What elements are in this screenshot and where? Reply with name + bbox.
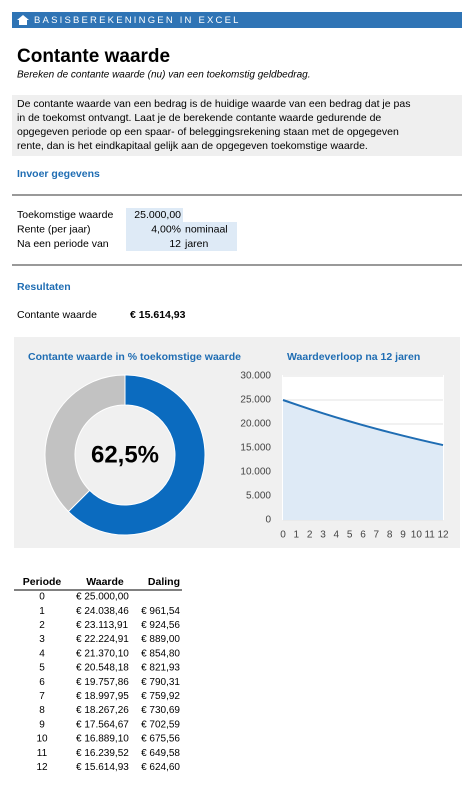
home-icon[interactable]	[17, 15, 29, 25]
description-line: De contante waarde van een bedrag is de …	[17, 98, 410, 110]
donut-segment	[44, 374, 126, 513]
table-cell: € 21.370,10	[76, 648, 129, 659]
x-tick-label: 2	[307, 530, 313, 541]
table-cell: 10	[36, 734, 48, 745]
table-cell: € 15.614,93	[76, 762, 129, 773]
input-unit: jaren	[184, 238, 209, 250]
table-cell: € 25.000,00	[76, 592, 129, 603]
table-cell: 2	[39, 620, 45, 631]
table-cell: 1	[39, 606, 45, 617]
table-cell: 0	[39, 592, 45, 603]
column-header: Periode	[23, 576, 62, 588]
donut-center-label: 62,5%	[91, 441, 159, 468]
table-cell: 8	[39, 705, 45, 716]
table-cell: € 759,92	[141, 691, 180, 702]
x-tick-label: 6	[360, 530, 366, 541]
y-tick-label: 30.000	[240, 371, 271, 382]
table-cell: € 730,69	[141, 705, 180, 716]
input-label: Na een periode van	[17, 238, 109, 250]
table-cell: 7	[39, 691, 45, 702]
input-label: Toekomstige waarde	[17, 209, 113, 221]
column-header: Waarde	[86, 576, 124, 588]
description-line: rente, dan is het eindkapitaal gelijk aa…	[17, 140, 368, 152]
table-cell: 12	[36, 762, 48, 773]
y-tick-label: 5.000	[246, 491, 271, 502]
table-cell: € 649,58	[141, 748, 180, 759]
description-box	[12, 95, 462, 156]
donut-segment	[67, 374, 206, 536]
result-value: € 15.614,93	[130, 309, 186, 321]
input-cell[interactable]	[126, 208, 183, 222]
x-tick-label: 12	[437, 530, 449, 541]
y-tick-label: 25.000	[240, 395, 271, 406]
input-value: 4,00%	[151, 223, 181, 235]
table-cell: € 22.224,91	[76, 634, 129, 645]
x-tick-label: 7	[374, 530, 380, 541]
x-tick-label: 11	[424, 530, 435, 541]
y-tick-label: 10.000	[240, 467, 271, 478]
table-cell: 4	[39, 648, 45, 659]
input-cell[interactable]	[126, 222, 237, 251]
table-cell: € 18.267,26	[76, 705, 129, 716]
title: Contante waarde	[17, 46, 170, 67]
table-cell: € 18.997,95	[76, 691, 129, 702]
input-value: 12	[169, 238, 181, 250]
x-tick-label: 9	[400, 530, 406, 541]
description-line: opgegeven periode op een spaar- of beleg…	[17, 126, 399, 138]
x-tick-label: 5	[347, 530, 353, 541]
x-tick-label: 3	[320, 530, 326, 541]
table-cell: 11	[37, 748, 48, 759]
table-cell: € 19.757,86	[76, 677, 129, 688]
table-cell: € 20.548,18	[76, 663, 129, 674]
y-tick-label: 15.000	[240, 443, 271, 454]
table-cell: € 23.113,91	[76, 620, 129, 631]
table-cell: 6	[39, 677, 45, 688]
table-cell: € 702,59	[141, 719, 180, 730]
result-label: Contante waarde	[17, 309, 97, 321]
banner	[12, 12, 462, 28]
table-cell: € 17.564,67	[76, 719, 129, 730]
input-unit: nominaal	[185, 223, 228, 235]
table-cell: € 821,93	[141, 663, 180, 674]
input-heading: Invoer gegevens	[17, 168, 100, 180]
line	[282, 399, 444, 447]
subtitle: Bereken de contante waarde (nu) van een …	[17, 70, 311, 81]
table-cell: € 924,56	[141, 620, 180, 631]
x-tick-label: 0	[280, 530, 286, 541]
chart-title: Waardeverloop na 12 jaren	[287, 351, 420, 363]
table-cell: € 624,60	[141, 762, 180, 773]
table-cell: € 889,00	[141, 634, 180, 645]
x-tick-label: 1	[294, 530, 300, 541]
table-cell: 3	[39, 634, 45, 645]
table-cell: € 24.038,46	[76, 606, 129, 617]
results-heading: Resultaten	[17, 281, 71, 293]
column-header: Daling	[148, 576, 180, 588]
table-cell: 9	[39, 719, 45, 730]
input-label: Rente (per jaar)	[17, 223, 91, 235]
description-line: in de toekomst ontvangt. Laat je de bere…	[17, 112, 381, 124]
area-fill	[283, 400, 443, 520]
x-tick-label: 4	[334, 530, 340, 541]
table-cell: € 16.239,52	[76, 748, 129, 759]
banner-text: BASISBEREKENINGEN IN EXCEL	[34, 15, 241, 26]
y-tick-label: 0	[265, 515, 271, 526]
x-tick-label: 10	[411, 530, 423, 541]
chart-title: Contante waarde in % toekomstige waarde	[28, 351, 241, 363]
x-tick-label: 8	[387, 530, 393, 541]
table-cell: € 854,80	[141, 648, 180, 659]
input-value: 25.000,00	[134, 209, 181, 221]
table-cell: 5	[39, 663, 45, 674]
y-tick-label: 20.000	[240, 419, 271, 430]
table-cell: € 790,31	[141, 677, 180, 688]
table-cell: € 961,54	[141, 606, 180, 617]
table-cell: € 675,56	[141, 734, 180, 745]
table-cell: € 16.889,10	[76, 734, 129, 745]
